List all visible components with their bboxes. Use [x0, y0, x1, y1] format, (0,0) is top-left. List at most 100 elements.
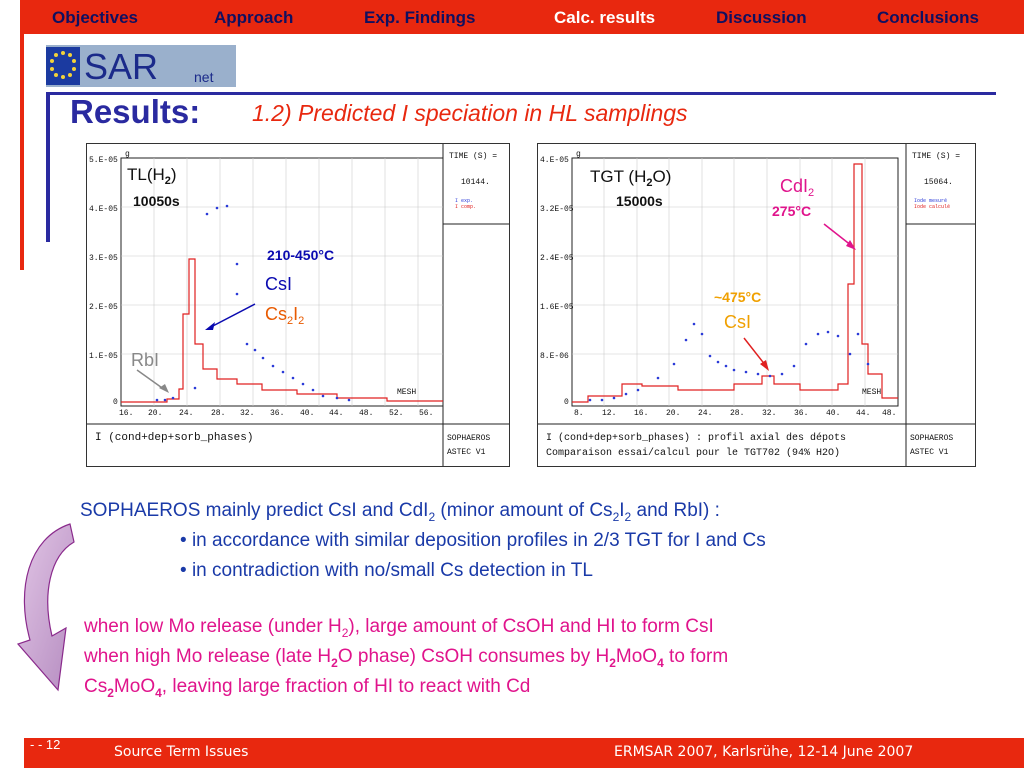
- temp-annotation: 210-450°C: [267, 247, 334, 263]
- legend-measured: Iode mesuré: [914, 198, 947, 204]
- y-tick: 8.E-06: [540, 352, 569, 361]
- x-tick: 28.: [730, 409, 744, 418]
- y-tick: 3.2E-05: [540, 205, 574, 214]
- time-label: TIME (S) =: [449, 152, 497, 161]
- x-tick: 56.: [419, 409, 433, 418]
- x-tick: 20.: [148, 409, 162, 418]
- y-tick: 1.6E-05: [540, 303, 574, 312]
- mechanism-line-3: Cs2MoO4, leaving large fraction of HI to…: [84, 676, 531, 700]
- plot-right: 4.E-05 3.2E-05 2.4E-05 1.6E-05 8.E-06 0 …: [537, 143, 976, 467]
- x-tick: 36.: [270, 409, 284, 418]
- x-tick: 40.: [826, 409, 840, 418]
- footer-left: Source Term Issues: [114, 744, 249, 760]
- temp-annotation-1: 275°C: [772, 203, 811, 219]
- nav-discussion[interactable]: Discussion: [716, 8, 807, 27]
- footer-right: ERMSAR 2007, Karlsrühe, 12-14 June 2007: [614, 744, 914, 760]
- y-tick: 1.E-05: [89, 352, 118, 361]
- plot-left-title: TL(H2): [127, 165, 177, 187]
- page-number: - - 12: [30, 737, 61, 752]
- x-tick: 32.: [762, 409, 776, 418]
- bottom-label-2: Comparaison essai/calcul pour le TGT702 …: [546, 447, 840, 459]
- top-nav: Objectives Approach Exp. Findings Calc. …: [24, 0, 1024, 34]
- g-label: g: [576, 150, 581, 159]
- x-tick: 24.: [698, 409, 712, 418]
- x-tick: 20.: [666, 409, 680, 418]
- sarnet-logo: SAR net: [46, 45, 236, 87]
- measured-series: [155, 204, 351, 402]
- species-rbi: RbI: [131, 350, 159, 370]
- species-cs2i2: Cs2I2: [265, 304, 304, 327]
- x-tick: 16.: [119, 409, 133, 418]
- species-csi: CsI: [265, 274, 292, 294]
- x-tick: 8.: [574, 409, 584, 418]
- logo-subtext: net: [194, 69, 214, 85]
- logo-text: SAR: [84, 46, 158, 87]
- x-tick: 32.: [240, 409, 254, 418]
- x-tick: 40.: [300, 409, 314, 418]
- left-accent-bar: [20, 0, 24, 270]
- legend-computed: I comp.: [455, 204, 476, 210]
- y-tick: 3.E-05: [89, 254, 118, 263]
- nav-exp-findings[interactable]: Exp. Findings: [364, 8, 476, 27]
- x-tick: 52.: [389, 409, 403, 418]
- x-tick: 44.: [329, 409, 343, 418]
- page-title: Results:: [70, 93, 201, 130]
- y-tick: 5.E-05: [89, 156, 118, 165]
- arrow-rbi: [136, 369, 166, 391]
- species-cdi2: CdI2: [780, 176, 814, 199]
- nav-approach[interactable]: Approach: [214, 8, 294, 27]
- plot-right-title: TGT (H2O): [590, 167, 671, 189]
- time-annotation: 15000s: [616, 193, 663, 209]
- header-vertical-rule: [46, 92, 50, 242]
- y-tick: 2.4E-05: [540, 254, 574, 263]
- panel-label-1: SOPHAEROS: [447, 434, 490, 443]
- bottom-label: I (cond+dep+sorb_phases): [95, 432, 253, 444]
- legend-computed: Iode calculé: [914, 204, 950, 210]
- bullet-contradiction: • in contradiction with no/small Cs dete…: [180, 560, 593, 581]
- g-label: g: [125, 150, 130, 159]
- computed-series: [572, 163, 898, 403]
- arrow-cdi2: [823, 223, 853, 247]
- x-tick: 44.: [856, 409, 870, 418]
- x-tick: 48.: [882, 409, 896, 418]
- mechanism-line-1: when low Mo release (under H2), large am…: [84, 616, 714, 640]
- plot-left: 5.E-05 4.E-05 3.E-05 2.E-05 1.E-05 0 g 1…: [86, 143, 510, 467]
- x-tick: 48.: [359, 409, 373, 418]
- measured-series: [588, 322, 870, 402]
- y-tick: 4.E-05: [89, 205, 118, 214]
- arrow-csi: [208, 303, 256, 329]
- mechanism-line-2: when high Mo release (late H2O phase) Cs…: [84, 646, 729, 670]
- time-value: 10144.: [461, 178, 490, 187]
- page-subtitle: 1.2) Predicted I speciation in HL sampli…: [252, 100, 688, 126]
- summary-line: SOPHAEROS mainly predict CsI and CdI2 (m…: [80, 500, 720, 524]
- nav-objectives[interactable]: Objectives: [52, 8, 138, 27]
- legend-measured: I exp.: [455, 198, 473, 204]
- time-value: 15064.: [924, 178, 953, 187]
- nav-conclusions[interactable]: Conclusions: [877, 8, 980, 27]
- y-tick: 0: [113, 398, 118, 407]
- panel-label-2: ASTEC V1: [447, 448, 486, 457]
- species-csi: CsI: [724, 312, 751, 332]
- panel-label-1: SOPHAEROS: [910, 434, 953, 443]
- bullet-icon: •: [180, 560, 187, 581]
- curved-arrow-icon: [16, 523, 75, 692]
- x-tick: 28.: [211, 409, 225, 418]
- bullet-accordance: • in accordance with similar deposition …: [180, 530, 766, 551]
- header-rule: [46, 92, 996, 95]
- x-tick: 36.: [794, 409, 808, 418]
- mesh-label: MESH: [397, 388, 416, 397]
- bottom-label-1: I (cond+dep+sorb_phases) : profil axial …: [546, 432, 846, 444]
- y-tick: 2.E-05: [89, 303, 118, 312]
- x-tick: 12.: [602, 409, 616, 418]
- mesh-label: MESH: [862, 388, 881, 397]
- footer-bar: Source Term Issues ERMSAR 2007, Karlsrüh…: [24, 738, 1024, 768]
- time-label: TIME (S) =: [912, 152, 960, 161]
- panel-label-2: ASTEC V1: [910, 448, 949, 457]
- nav-calc-results[interactable]: Calc. results: [554, 8, 656, 27]
- temp-annotation-2: ~475°C: [714, 289, 761, 305]
- bullet-icon: •: [180, 530, 187, 551]
- arrow-csi: [743, 337, 767, 367]
- time-annotation: 10050s: [133, 193, 180, 209]
- computed-series: [121, 258, 443, 403]
- x-tick: 16.: [634, 409, 648, 418]
